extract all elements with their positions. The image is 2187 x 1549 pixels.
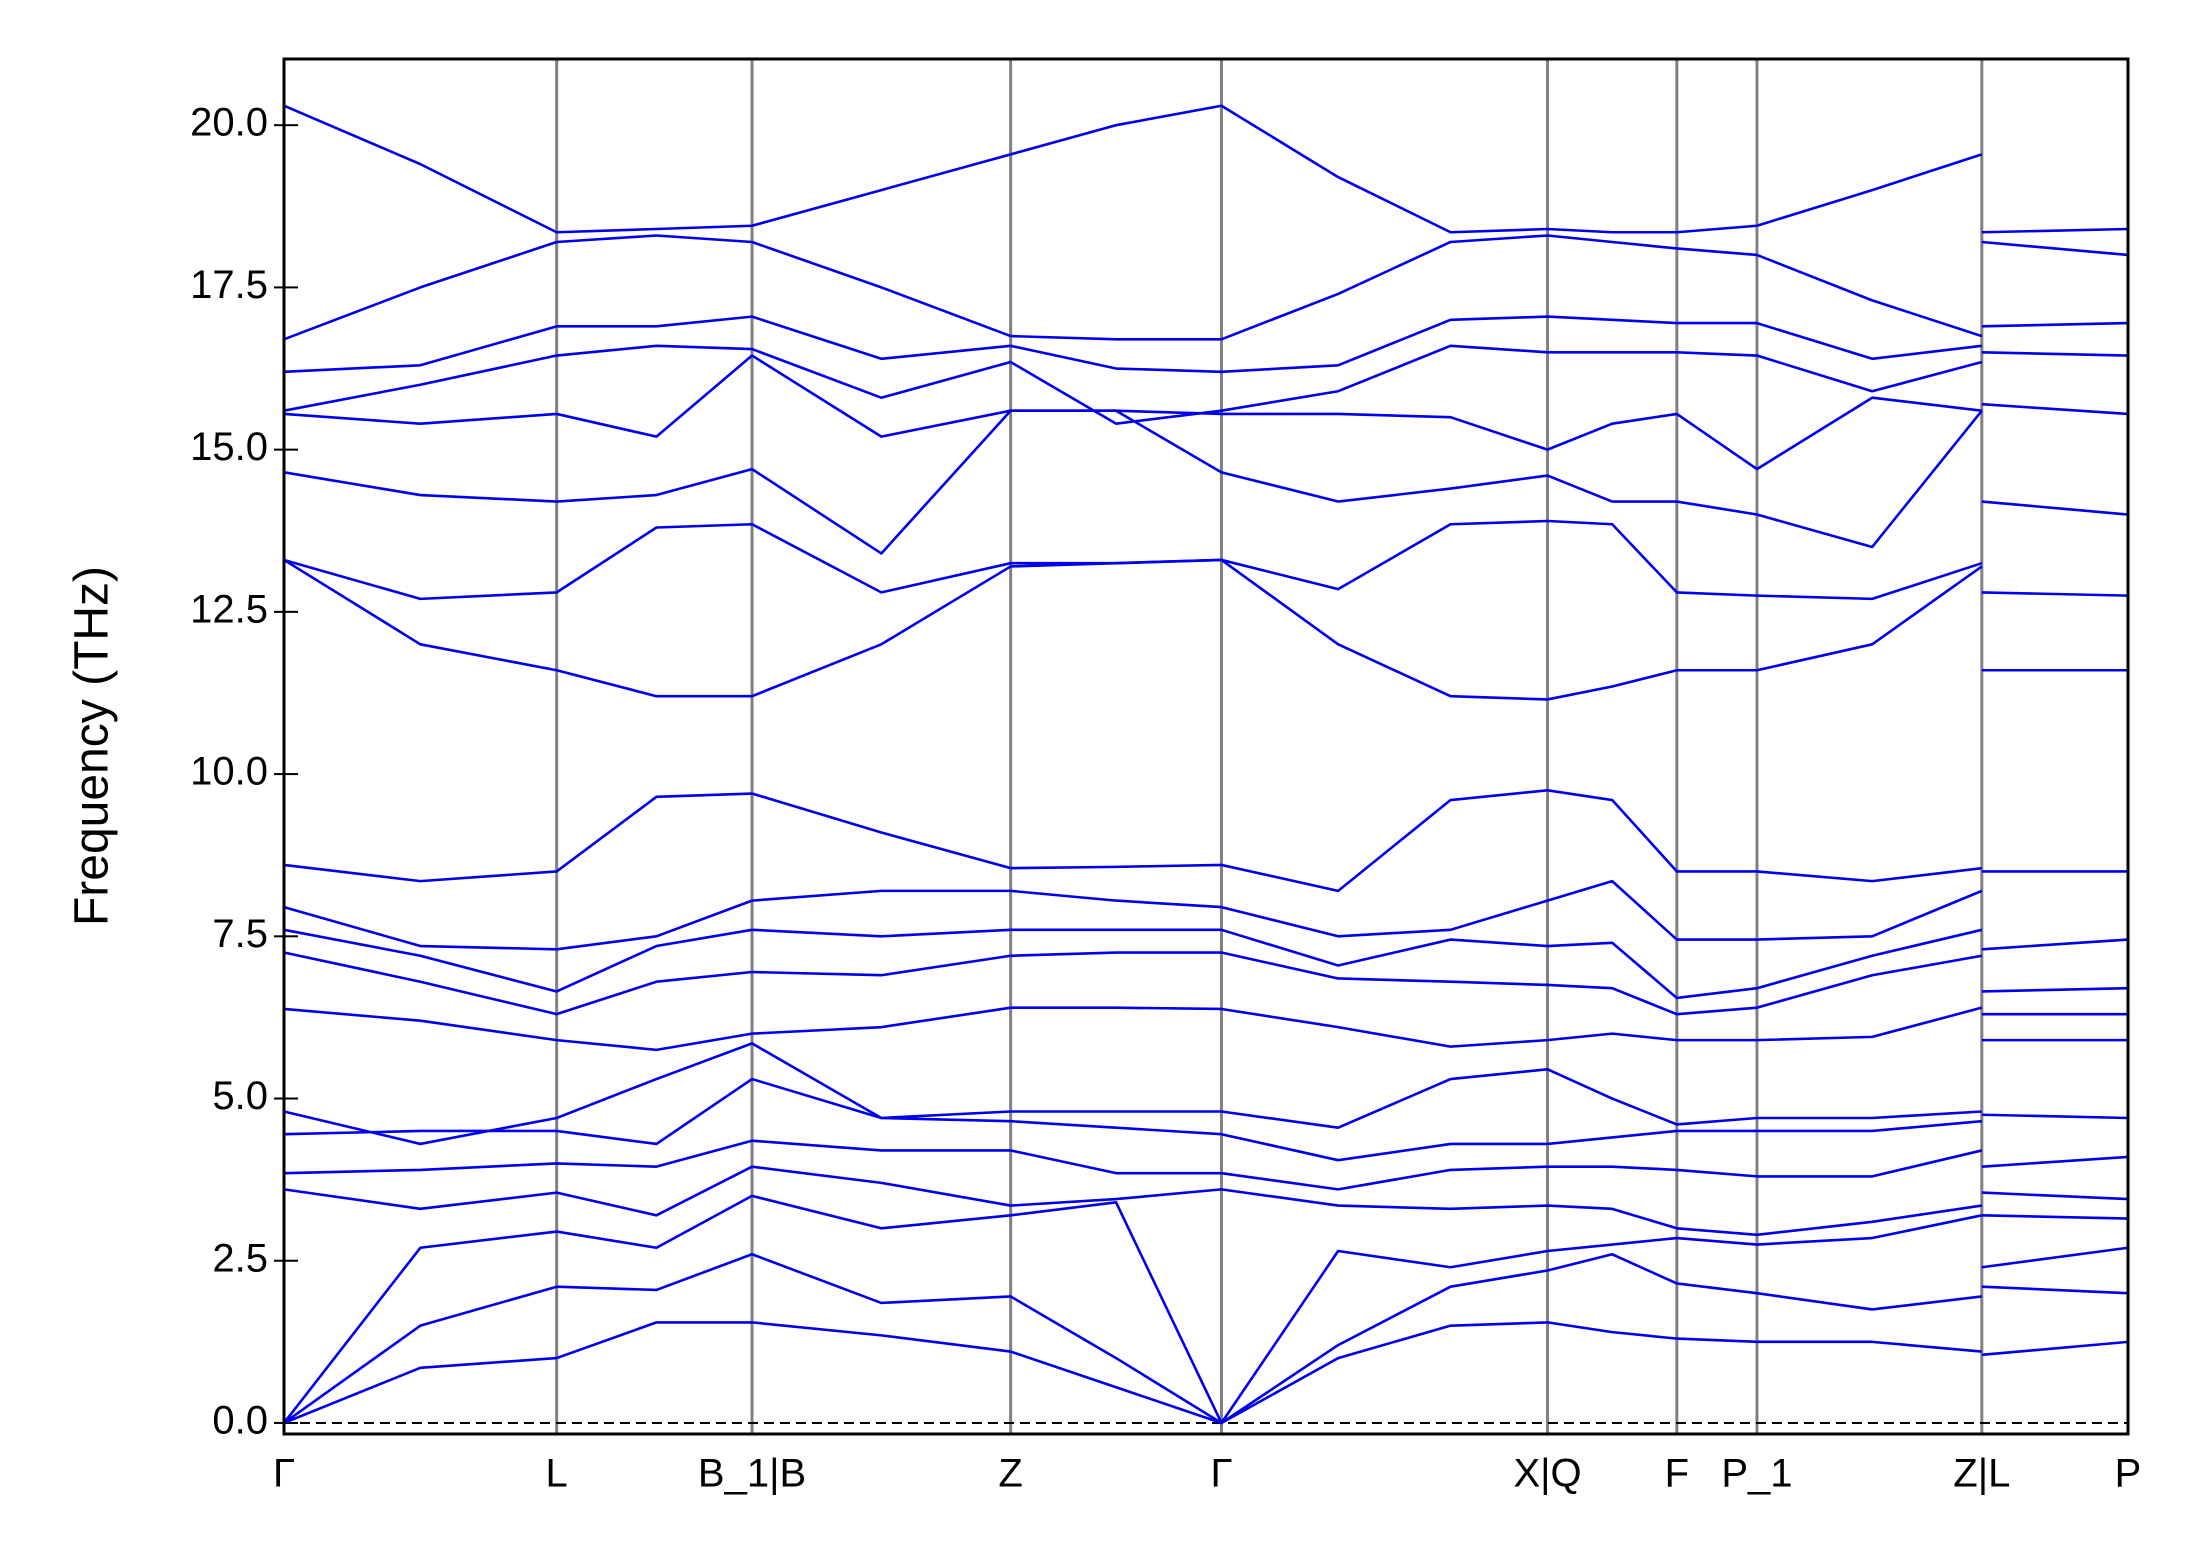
band-line [283,1139,2129,1201]
y-tick-label: 0.0 [212,1399,268,1443]
x-tick-label: Γ [1210,1452,1232,1496]
band-line [283,1165,2129,1237]
x-tick-label: Z [998,1452,1022,1496]
y-tick-label: 10.0 [190,750,268,794]
x-tick-label: X|Q [1513,1452,1581,1496]
y-tick-label: 7.5 [212,912,268,956]
band-line [283,1042,2129,1146]
x-tick-label: Z|L [1953,1452,2010,1496]
x-tick-label: P_1 [1721,1452,1792,1496]
x-tick-label: Γ [273,1452,295,1496]
band-line [283,409,2129,555]
y-tick-label: 17.5 [190,263,268,307]
band-line [283,1006,2128,1052]
y-tick-label: 15.0 [190,425,268,469]
band-line [283,315,2129,374]
band-line [283,104,2129,234]
x-tick-label: P [2115,1452,2142,1496]
x-tick-label: B_1|B [698,1452,806,1496]
x-tick-label: F [1665,1452,1689,1496]
band-line [283,519,2129,601]
y-tick-label: 5.0 [212,1074,268,1118]
band-line [283,789,2128,893]
band-line [283,354,2129,471]
band-line [283,951,2128,1016]
band-line [283,1321,2129,1425]
y-axis-label: Frequency (THz) [66,566,119,926]
band-line [283,928,2129,1000]
band-line [282,1194,2129,1425]
band-line [283,879,2129,951]
y-tick-label: 2.5 [212,1236,268,1280]
band-line [283,344,2129,425]
band-line [283,234,2129,341]
band-line [283,1077,2129,1168]
y-tick-label: 20.0 [190,101,268,145]
band-line [283,1252,2129,1425]
y-tick-label: 12.5 [190,587,268,631]
x-tick-label: L [546,1452,568,1496]
band-line [283,558,2128,701]
plot-frame [282,57,2130,1436]
